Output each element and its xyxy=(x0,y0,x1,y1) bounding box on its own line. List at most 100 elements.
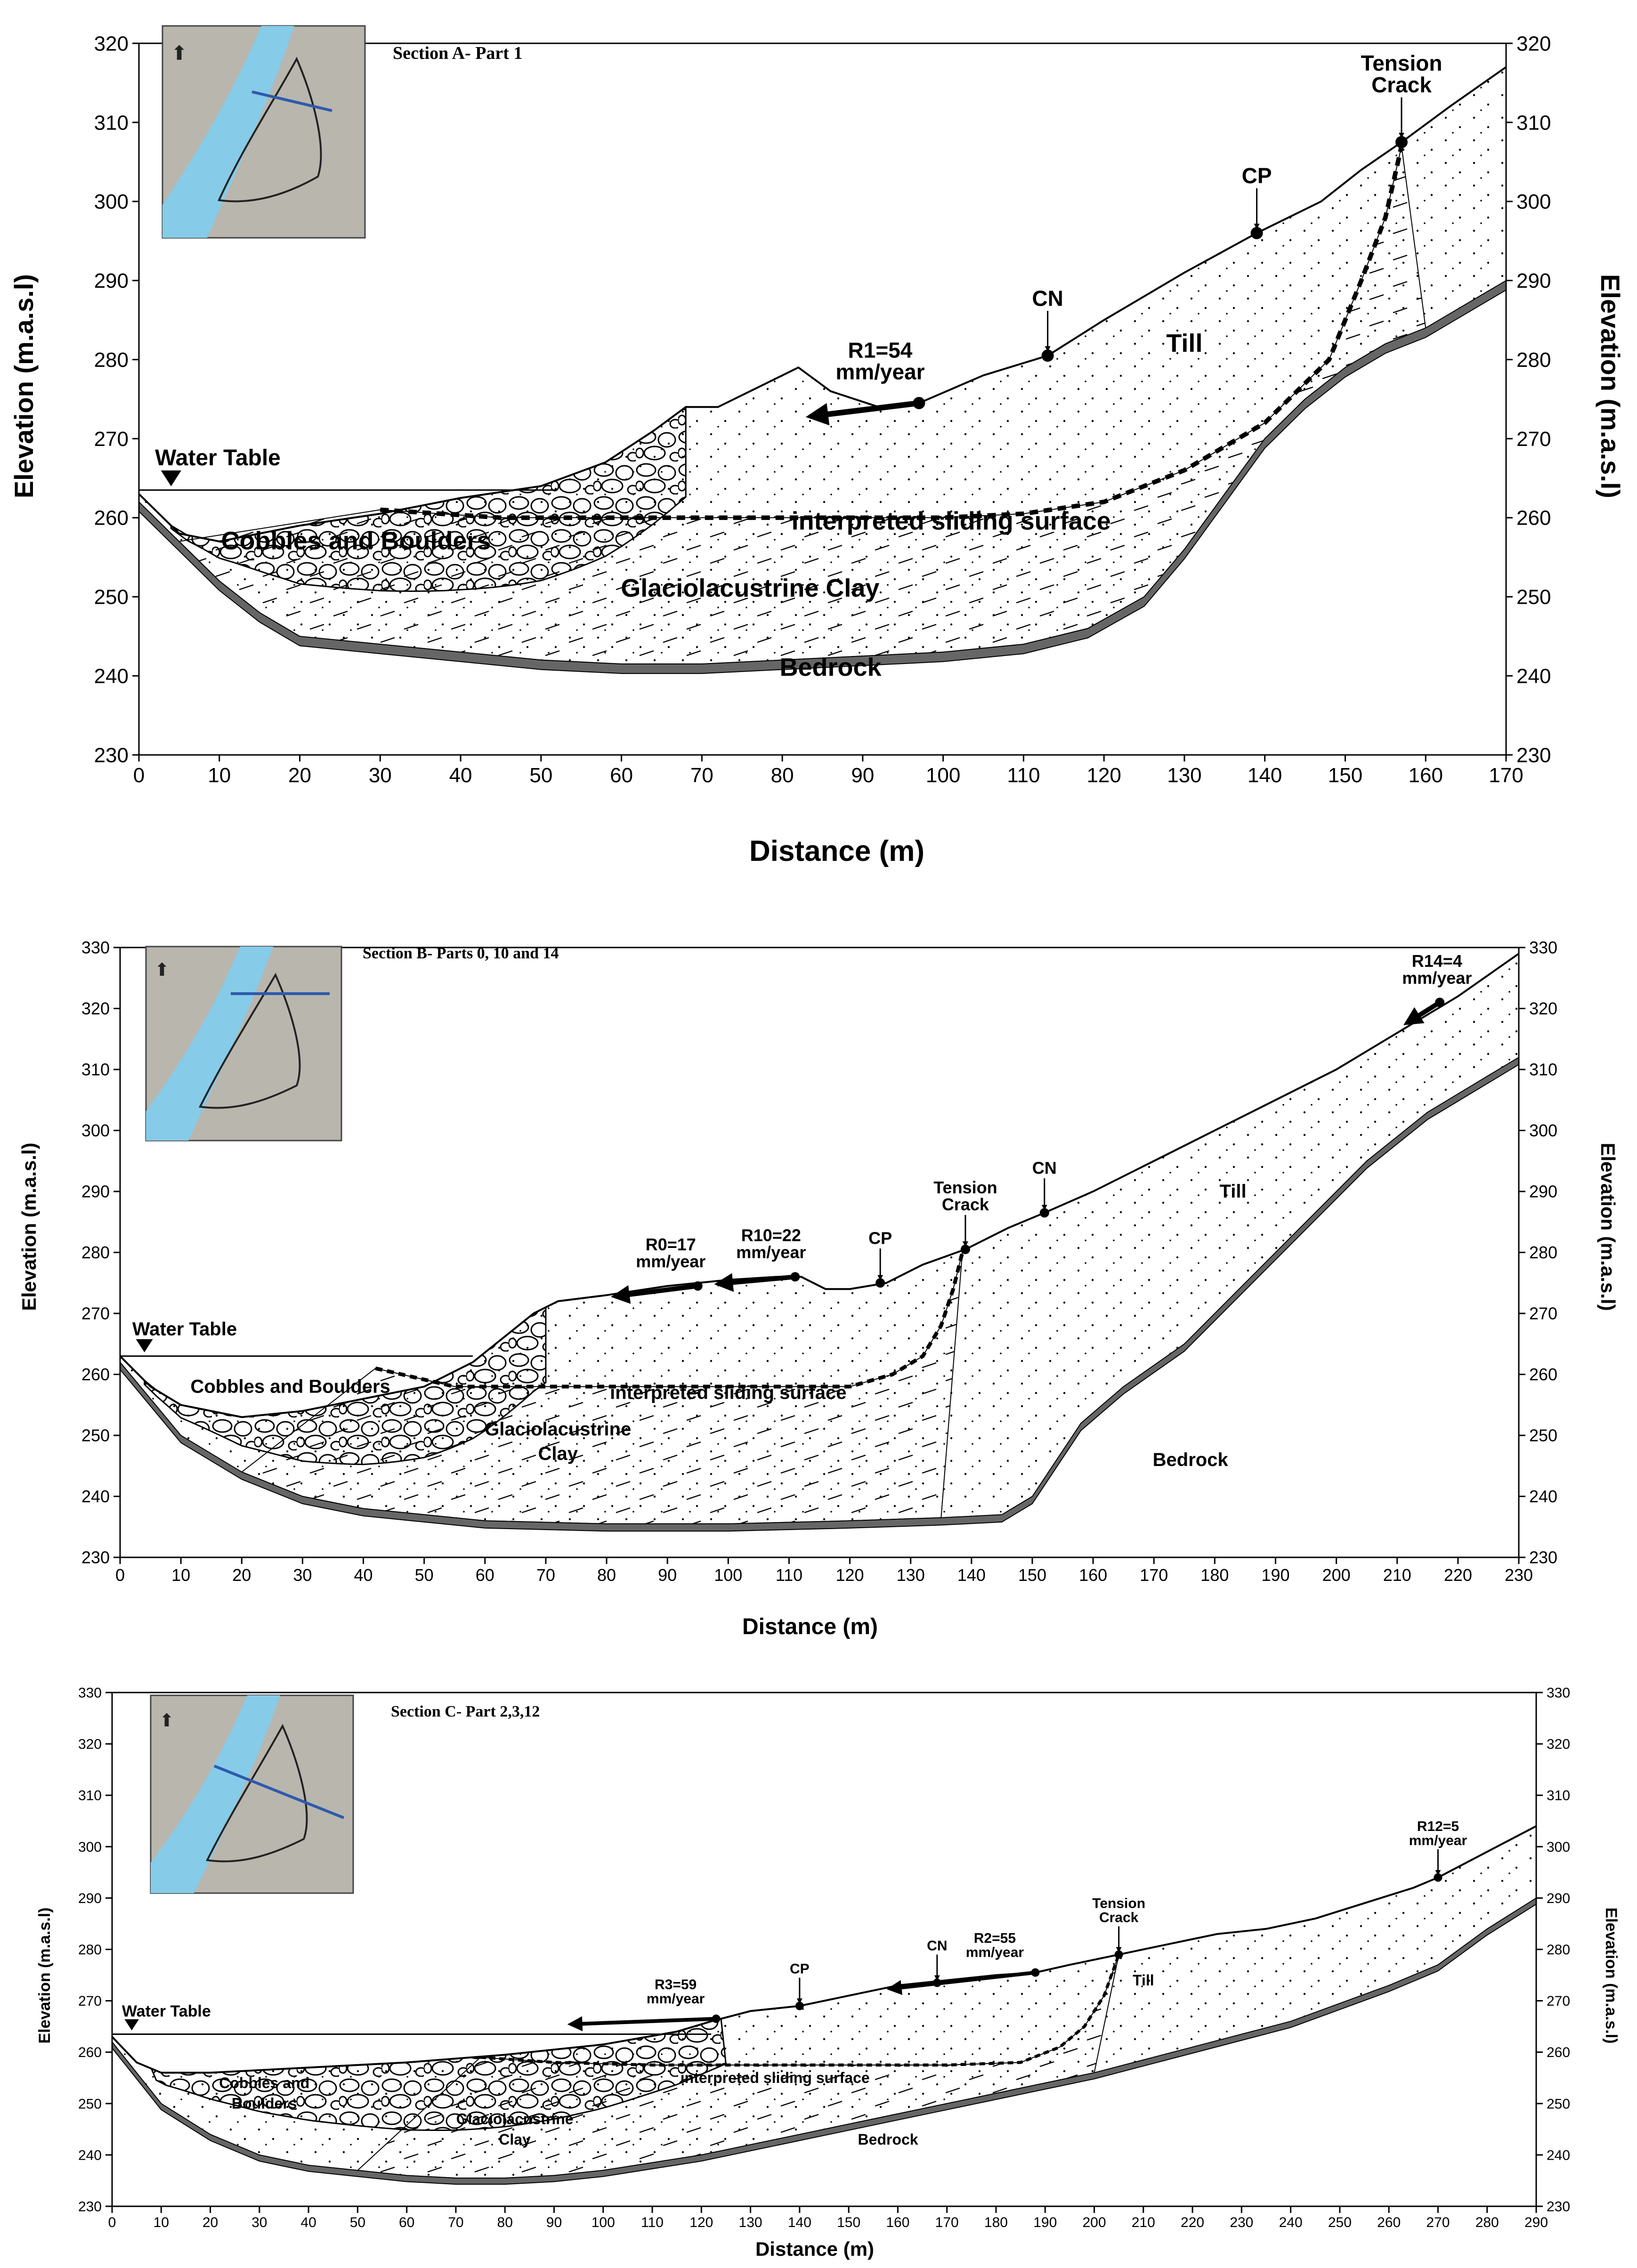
section-b-y-tick-label-right: 290 xyxy=(1529,1182,1557,1201)
section-c-y-tick-label-left: 260 xyxy=(78,2045,102,2060)
section-a-x-tick-label: 50 xyxy=(529,764,552,787)
section-b-y-tick-label-left: 280 xyxy=(81,1243,110,1262)
section-b-unit-clay: Clay xyxy=(538,1443,578,1464)
section-c-point-label: mm/year xyxy=(1409,1833,1467,1848)
section-c-point-label: R12=5 xyxy=(1417,1819,1459,1834)
section-a-x-tick-label: 160 xyxy=(1409,764,1443,787)
section-a-y-tick-label-right: 290 xyxy=(1516,269,1551,292)
section-c-point-label: CN xyxy=(927,1938,947,1953)
section-a-point-label: CN xyxy=(1032,286,1063,310)
section-c-y-tick-label-right: 270 xyxy=(1547,1993,1570,2009)
section-a-y-tick-label-left: 280 xyxy=(94,348,129,372)
section-c-y-tick-label-right: 310 xyxy=(1547,1788,1570,1804)
section-b-point-label: Tension xyxy=(933,1178,997,1197)
north-arrow-icon: ⬆ xyxy=(159,1711,174,1731)
section-a-point-cn xyxy=(1041,349,1054,362)
section-a-x-tick-label: 60 xyxy=(610,764,633,787)
section-a-unit-till: Till xyxy=(1166,329,1202,357)
section-b-y-tick-label-left: 320 xyxy=(81,999,110,1018)
section-c-y-tick-label-right: 290 xyxy=(1547,1891,1570,1906)
section-c-map-profile-line xyxy=(213,1765,345,1819)
section-b-x-tick-label: 200 xyxy=(1322,1565,1351,1585)
section-b-x-tick-label: 160 xyxy=(1079,1565,1107,1585)
section-c-point-label: Tension xyxy=(1092,1895,1145,1911)
section-a-unit-cobbles-and-boulders: Cobbles and Boulders xyxy=(221,526,491,555)
section-c-y-tick-label-right: 300 xyxy=(1547,1839,1570,1855)
section-a-title: Section A- Part 1 xyxy=(393,43,522,63)
section-c-y-title-left: Elevation (m.a.s.l) xyxy=(36,1907,54,2043)
section-a-frame xyxy=(138,42,1507,756)
section-b-location-map: ⬆ xyxy=(145,946,342,1142)
section-a-map-landslide-outline xyxy=(218,57,322,202)
section-b-point-label: CN xyxy=(1032,1158,1057,1178)
section-a-ground-surface xyxy=(138,66,1507,543)
section-a-x-tick-label: 170 xyxy=(1489,764,1523,787)
section-a-y-tick-label-left: 260 xyxy=(94,507,129,530)
section-c-point-label: Crack xyxy=(1099,1910,1139,1925)
section-b-x-title: Distance (m) xyxy=(742,1614,878,1639)
section-c-map-river xyxy=(151,1695,280,1893)
section-c-y-tick-label-left: 270 xyxy=(78,1993,102,2009)
section-b-y-tick-label-left: 240 xyxy=(81,1487,110,1506)
north-arrow-icon: ⬆ xyxy=(171,42,187,64)
section-c-x-tick-label: 160 xyxy=(886,2215,909,2230)
section-c: Water Table 0 10 20 30 40 50 60 70 80 90 100 110 120 1… xyxy=(36,1685,1620,2260)
section-c-point-r12-5-mm-year xyxy=(1434,1873,1443,1882)
section-c-map-landslide-outline xyxy=(205,1724,308,1863)
section-a-x-tick-label: 140 xyxy=(1248,764,1282,787)
section-a-x-tick-label: 10 xyxy=(208,764,231,787)
section-b-displacement-arrow xyxy=(1403,1000,1441,1025)
section-a-y-tick-label-left: 310 xyxy=(94,111,129,134)
section-c-x-tick-label: 250 xyxy=(1328,2215,1352,2230)
section-b-x-tick-label: 230 xyxy=(1505,1565,1533,1585)
section-c-x-tick-label: 90 xyxy=(546,2215,562,2230)
section-c-x-tick-label: 230 xyxy=(1230,2215,1253,2230)
section-c-y-tick-label-left: 310 xyxy=(78,1788,102,1804)
section-c-unit-boulders: Boulders xyxy=(232,2095,297,2112)
section-b-sliding-surface xyxy=(375,1252,964,1389)
section-c-point-tension-crack xyxy=(1114,1950,1123,1959)
section-a-point-label: Crack xyxy=(1371,73,1432,97)
section-a-x-tick-label: 70 xyxy=(690,764,713,787)
section-b-arrow-label: R14=4 xyxy=(1412,951,1462,971)
section-b-arrow-label: mm/year xyxy=(636,1252,705,1271)
water-table-triangle-icon xyxy=(124,2019,139,2031)
section-c-y-tick-label-right: 330 xyxy=(1547,1685,1570,1701)
section-c-title: Section C- Part 2,3,12 xyxy=(391,1703,540,1720)
section-c-water-table-label: Water Table xyxy=(122,2002,211,2020)
section-a-y-tick-label-right: 310 xyxy=(1516,111,1551,134)
section-c-unit-interpreted-sliding-surface: interpreted sliding surface xyxy=(681,2069,870,2086)
section-c-y-tick-label-left: 280 xyxy=(78,1942,102,1958)
section-c-unit-bedrock: Bedrock xyxy=(858,2131,918,2148)
section-c-y-tick-label-left: 250 xyxy=(78,2096,102,2112)
section-b-x-tick-label: 80 xyxy=(597,1565,616,1585)
section-b-y-tick-label-left: 310 xyxy=(81,1060,110,1079)
section-c-x-tick-label: 30 xyxy=(251,2215,267,2230)
section-a-plot: Water Table 0 10 20 30 40 50 60 70 80 90 100 110 120 1… xyxy=(94,32,1551,787)
section-b-point-tension-crack xyxy=(960,1245,970,1255)
section-c-x-tick-label: 0 xyxy=(108,2215,116,2230)
section-c-y-tick-label-right: 280 xyxy=(1547,1942,1570,1958)
section-a-x-tick-label: 100 xyxy=(926,764,960,787)
water-table-triangle-icon xyxy=(161,470,181,486)
section-b-y-tick-label-right: 250 xyxy=(1529,1426,1557,1445)
section-a: Water Table 0 10 20 30 40 50 60 70 80 90 100 110 120 1… xyxy=(9,25,1625,867)
section-c-point-cp xyxy=(795,2001,804,2010)
section-a-x-tick-label: 90 xyxy=(851,764,874,787)
section-c-unit-clay: Clay xyxy=(499,2131,531,2148)
section-b-y-tick-label-left: 270 xyxy=(81,1304,110,1323)
section-b-arrow-label: mm/year xyxy=(1402,968,1472,988)
section-c-x-tick-label: 60 xyxy=(399,2215,414,2230)
section-c-x-tick-label: 260 xyxy=(1377,2215,1401,2230)
section-b-y-tick-label-left: 230 xyxy=(81,1548,110,1567)
section-b-unit-till: Till xyxy=(1220,1181,1247,1202)
section-a-y-tick-label-left: 240 xyxy=(94,665,129,688)
section-b-arrow-label: mm/year xyxy=(736,1243,806,1262)
section-a-displacement-arrow xyxy=(805,400,920,426)
section-b-x-tick-label: 110 xyxy=(776,1565,802,1585)
section-a-water-table-label: Water Table xyxy=(155,446,281,470)
section-a-y-tick-label-right: 320 xyxy=(1516,32,1551,55)
section-c-ground-surface xyxy=(111,1825,1537,2074)
section-a-y-title-right: Elevation (m.a.s.l) xyxy=(1596,274,1625,498)
section-c-x-tick-label: 130 xyxy=(739,2215,762,2230)
